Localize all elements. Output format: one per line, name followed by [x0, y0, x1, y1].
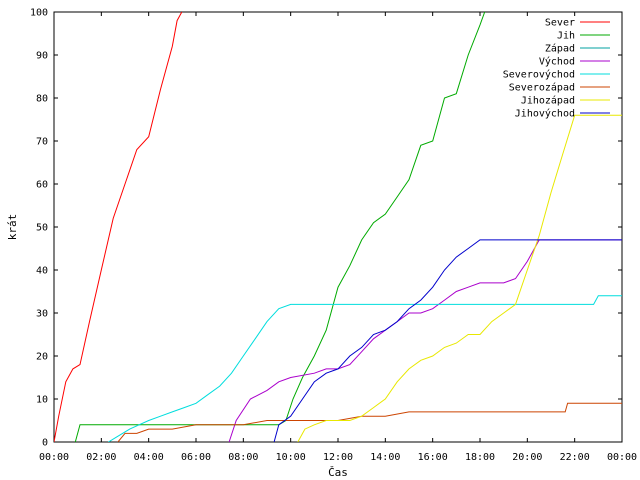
- x-tick-label: 14:00: [370, 452, 400, 463]
- series-line-Jihovýchod: [273, 239, 622, 442]
- y-axis-label: krát: [6, 214, 19, 241]
- legend-label: Východ: [539, 56, 575, 68]
- series-line-Severozápad: [117, 402, 622, 442]
- y-tick-label: 100: [30, 8, 48, 19]
- y-tick-label: 10: [36, 395, 48, 406]
- x-tick-label: 12:00: [323, 452, 353, 463]
- y-tick-label: 70: [36, 137, 48, 148]
- y-tick-label: 30: [36, 309, 48, 320]
- series-line-Severovýchod: [108, 295, 622, 442]
- y-tick-label: 40: [36, 266, 48, 277]
- series-line-Sever: [54, 12, 183, 442]
- x-tick-label: 08:00: [228, 452, 258, 463]
- x-tick-label: 10:00: [276, 452, 306, 463]
- y-tick-label: 80: [36, 94, 48, 105]
- x-tick-label: 18:00: [465, 452, 495, 463]
- x-tick-label: 00:00: [607, 452, 637, 463]
- x-tick-label: 00:00: [39, 452, 69, 463]
- x-tick-label: 16:00: [418, 452, 448, 463]
- x-tick-label: 06:00: [181, 452, 211, 463]
- x-tick-label: 22:00: [560, 452, 590, 463]
- legend-label: Západ: [545, 43, 575, 55]
- legend: Sever JihZápadVýchodSeverovýchodSeverozáp…: [503, 18, 610, 120]
- y-tick-label: 90: [36, 51, 48, 62]
- legend-label: Severovýchod: [503, 69, 575, 81]
- legend-label: Jih: [557, 31, 575, 42]
- x-axis-label: Čas: [328, 466, 348, 479]
- x-tick-label: 02:00: [86, 452, 116, 463]
- series-line-Jihozápad: [297, 114, 622, 442]
- y-tick-label: 0: [42, 438, 48, 449]
- legend-label: Jihovýchod: [515, 108, 575, 120]
- x-tick-label: 04:00: [134, 452, 164, 463]
- y-tick-label: 50: [36, 223, 48, 234]
- y-tick-label: 60: [36, 180, 48, 191]
- y-tick-label: 20: [36, 352, 48, 363]
- legend-label: Jihozápad: [521, 95, 575, 107]
- x-tick-label: 20:00: [512, 452, 542, 463]
- axis-ticks: 00:00 02:00 04:00 06:00 08:00 10:00 12:00 14:00…: [30, 8, 637, 464]
- series-lines: [54, 12, 622, 442]
- series-line-Jih: [74, 12, 486, 442]
- legend-label: Severozápad: [509, 82, 575, 94]
- legend-label: Sever: [545, 18, 575, 29]
